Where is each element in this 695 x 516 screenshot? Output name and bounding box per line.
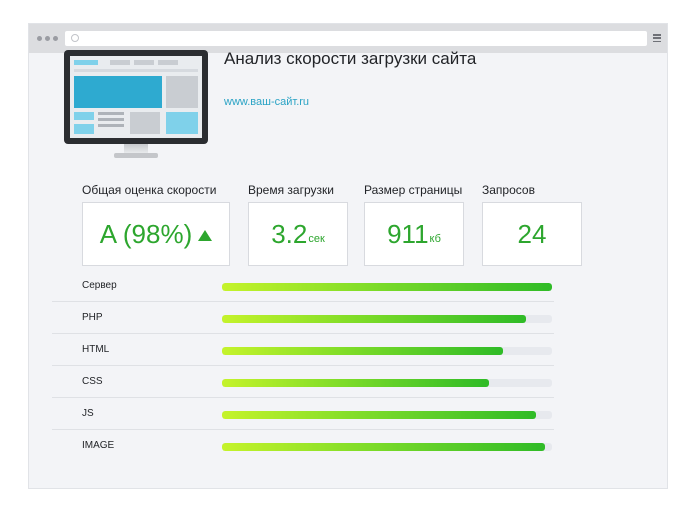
progress-fill (222, 283, 552, 291)
progress-track (222, 379, 552, 387)
progress-fill (222, 315, 526, 323)
resource-label: HTML (82, 344, 110, 355)
metric-unit-load-time: сек (308, 233, 325, 245)
resource-row-js: JS (52, 398, 554, 430)
window-dot[interactable] (37, 36, 42, 41)
metric-label-load-time: Время загрузки (248, 183, 334, 197)
progress-track (222, 347, 552, 355)
metric-value-page-size: 911 (387, 218, 429, 249)
resource-label: IMAGE (82, 440, 115, 451)
resource-row-html: HTML (52, 334, 554, 366)
address-bar[interactable] (65, 31, 647, 46)
progress-fill (222, 443, 546, 451)
arrow-up-icon (198, 229, 213, 241)
monitor-screen (70, 56, 202, 138)
window-dot[interactable] (45, 36, 50, 41)
site-url-link[interactable]: www.ваш-сайт.ru (224, 96, 310, 108)
progress-fill (222, 379, 490, 387)
metric-label-score: Общая оценка скорости (82, 183, 217, 197)
resource-label: Сервер (82, 280, 117, 291)
resource-label: JS (82, 408, 94, 419)
metric-card-score: A (98%) (82, 202, 230, 266)
monitor-base (114, 153, 158, 158)
metric-value-load-time: 3.2 (271, 218, 308, 249)
resource-row-server: Сервер (52, 270, 554, 302)
progress-track (222, 443, 552, 451)
metric-card-requests: 24 (482, 202, 582, 266)
resource-row-css: CSS (52, 366, 554, 398)
window-dot[interactable] (53, 36, 58, 41)
metric-card-load-time: 3.2 сек (248, 202, 348, 266)
resource-label: PHP (82, 312, 103, 323)
browser-toolbar (29, 24, 667, 53)
page-title: Анализ скорости загрузки сайта (224, 49, 477, 68)
metric-card-page-size: 911 кб (364, 202, 464, 266)
metric-label-page-size: Размер страницы (364, 183, 463, 197)
monitor-stand (124, 144, 148, 154)
metric-value-requests: 24 (517, 218, 547, 249)
resource-label: CSS (82, 376, 103, 387)
progress-fill (222, 347, 503, 355)
monitor-illustration (64, 50, 208, 162)
resource-row-php: PHP (52, 302, 554, 334)
metric-value-score: A (98%) (99, 218, 193, 249)
metric-label-requests: Запросов (482, 183, 535, 197)
progress-track (222, 315, 552, 323)
reload-icon[interactable] (71, 34, 79, 42)
monitor-bezel (64, 50, 208, 144)
progress-fill (222, 411, 536, 419)
window-controls (37, 36, 58, 41)
progress-track (222, 411, 552, 419)
menu-icon[interactable] (653, 34, 661, 42)
resource-list: Сервер PHP HTML CSS JS IMAGE (52, 270, 554, 462)
metric-unit-page-size: кб (429, 233, 441, 245)
progress-track (222, 283, 552, 291)
resource-row-image: IMAGE (52, 430, 554, 462)
